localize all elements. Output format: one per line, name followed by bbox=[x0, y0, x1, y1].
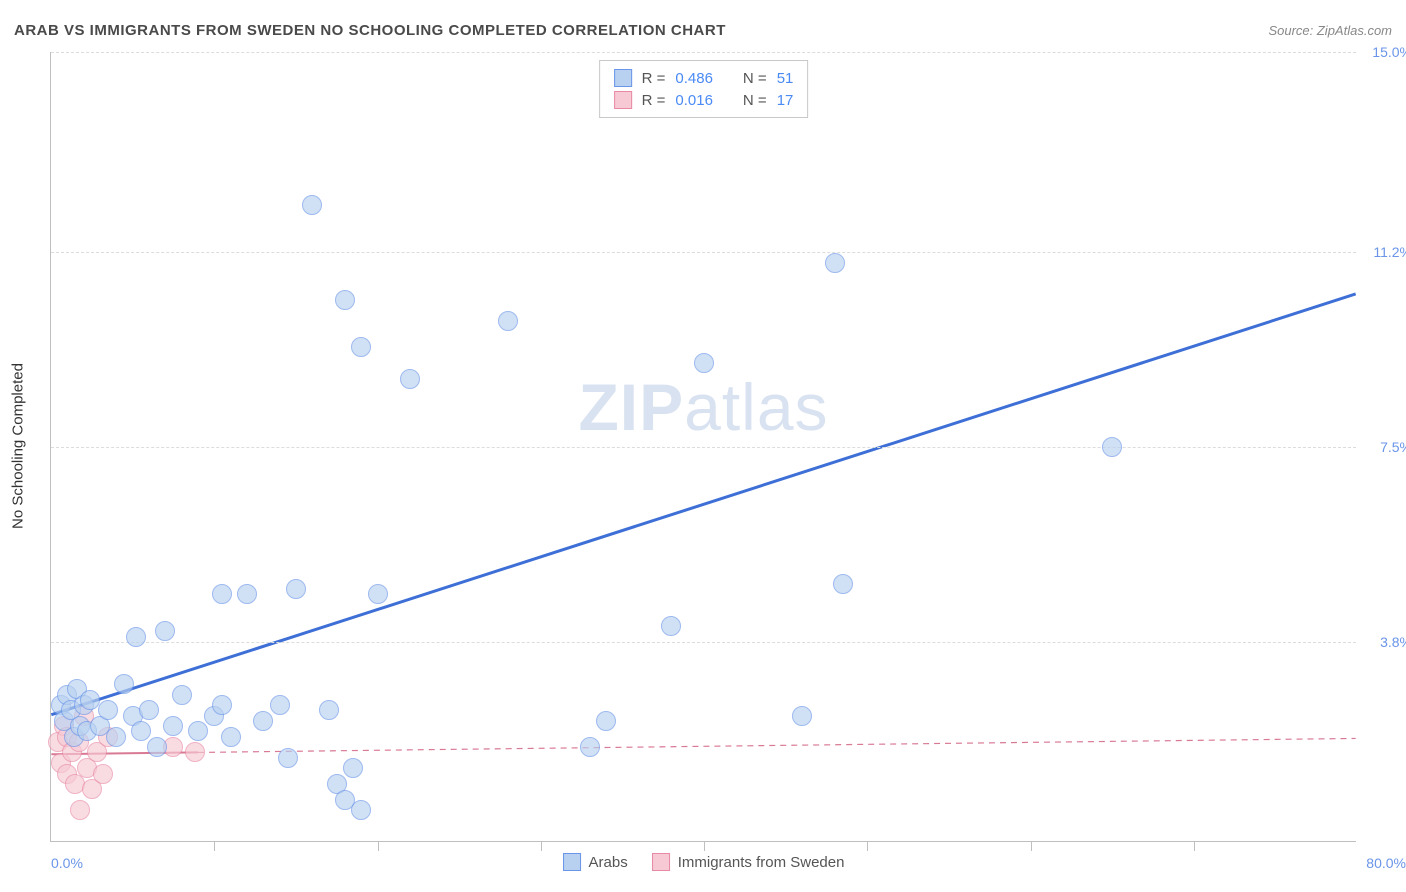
n-value-sweden: 17 bbox=[777, 92, 794, 109]
point-arabs bbox=[319, 700, 339, 720]
gridline bbox=[51, 52, 1356, 53]
point-arabs bbox=[351, 337, 371, 357]
r-label: R = bbox=[642, 70, 666, 87]
point-arabs bbox=[114, 674, 134, 694]
point-arabs bbox=[212, 695, 232, 715]
watermark: ZIPatlas bbox=[578, 369, 828, 445]
series-label-sweden: Immigrants from Sweden bbox=[678, 854, 845, 871]
point-arabs bbox=[98, 700, 118, 720]
r-label: R = bbox=[642, 92, 666, 109]
n-label: N = bbox=[743, 92, 767, 109]
point-arabs bbox=[131, 721, 151, 741]
point-arabs bbox=[833, 574, 853, 594]
point-arabs bbox=[270, 695, 290, 715]
point-arabs bbox=[221, 727, 241, 747]
swatch-arabs bbox=[614, 69, 632, 87]
legend-stats: R = 0.486 N = 51 R = 0.016 N = 17 bbox=[599, 60, 809, 118]
x-tick bbox=[1194, 841, 1195, 851]
point-arabs bbox=[596, 711, 616, 731]
point-arabs bbox=[278, 748, 298, 768]
point-arabs bbox=[163, 716, 183, 736]
point-arabs bbox=[351, 800, 371, 820]
x-axis-end: 80.0% bbox=[1366, 855, 1406, 871]
point-arabs bbox=[155, 621, 175, 641]
point-arabs bbox=[106, 727, 126, 747]
point-arabs bbox=[126, 627, 146, 647]
y-tick-label: 15.0% bbox=[1372, 44, 1406, 60]
x-tick bbox=[214, 841, 215, 851]
gridline bbox=[51, 447, 1356, 448]
y-axis-label: No Schooling Completed bbox=[10, 363, 27, 529]
point-arabs bbox=[825, 253, 845, 273]
point-arabs bbox=[343, 758, 363, 778]
n-label: N = bbox=[743, 70, 767, 87]
point-arabs bbox=[368, 584, 388, 604]
n-value-arabs: 51 bbox=[777, 70, 794, 87]
x-tick bbox=[541, 841, 542, 851]
swatch-sweden bbox=[614, 91, 632, 109]
point-arabs bbox=[498, 311, 518, 331]
point-arabs bbox=[661, 616, 681, 636]
gridline bbox=[51, 252, 1356, 253]
chart-title: ARAB VS IMMIGRANTS FROM SWEDEN NO SCHOOL… bbox=[14, 22, 726, 39]
r-value-sweden: 0.016 bbox=[675, 92, 713, 109]
r-value-arabs: 0.486 bbox=[675, 70, 713, 87]
point-arabs bbox=[580, 737, 600, 757]
y-tick-label: 3.8% bbox=[1380, 634, 1406, 650]
point-arabs bbox=[286, 579, 306, 599]
point-arabs bbox=[212, 584, 232, 604]
point-arabs bbox=[302, 195, 322, 215]
point-sweden bbox=[93, 764, 113, 784]
legend-row-sweden: R = 0.016 N = 17 bbox=[614, 89, 794, 111]
point-arabs bbox=[694, 353, 714, 373]
point-arabs bbox=[172, 685, 192, 705]
point-arabs bbox=[335, 290, 355, 310]
x-tick bbox=[378, 841, 379, 851]
legend-row-arabs: R = 0.486 N = 51 bbox=[614, 67, 794, 89]
x-tick bbox=[704, 841, 705, 851]
swatch-arabs bbox=[563, 853, 581, 871]
legend-series: Arabs Immigrants from Sweden bbox=[563, 853, 845, 871]
source-label: Source: ZipAtlas.com bbox=[1268, 23, 1392, 38]
legend-item-arabs: Arabs bbox=[563, 853, 628, 871]
point-arabs bbox=[792, 706, 812, 726]
point-arabs bbox=[139, 700, 159, 720]
legend-item-sweden: Immigrants from Sweden bbox=[652, 853, 845, 871]
point-arabs bbox=[188, 721, 208, 741]
point-arabs bbox=[1102, 437, 1122, 457]
point-arabs bbox=[80, 690, 100, 710]
point-arabs bbox=[147, 737, 167, 757]
x-tick bbox=[1031, 841, 1032, 851]
x-tick bbox=[867, 841, 868, 851]
point-arabs bbox=[237, 584, 257, 604]
plot-area: ZIPatlas R = 0.486 N = 51 R = 0.016 N = … bbox=[50, 52, 1356, 842]
swatch-sweden bbox=[652, 853, 670, 871]
point-arabs bbox=[400, 369, 420, 389]
y-tick-label: 11.2% bbox=[1373, 244, 1406, 260]
series-label-arabs: Arabs bbox=[589, 854, 628, 871]
x-axis-start: 0.0% bbox=[51, 855, 83, 871]
point-sweden bbox=[70, 800, 90, 820]
point-arabs bbox=[253, 711, 273, 731]
point-sweden bbox=[185, 742, 205, 762]
y-tick-label: 7.5% bbox=[1380, 439, 1406, 455]
gridline bbox=[51, 642, 1356, 643]
